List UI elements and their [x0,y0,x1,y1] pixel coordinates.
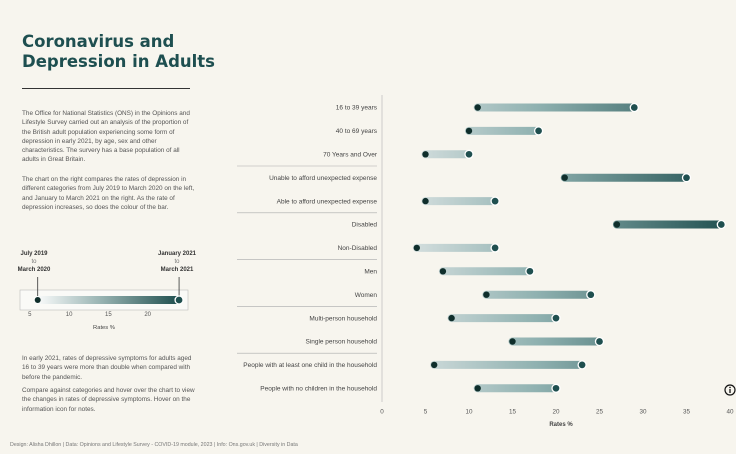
end-point [681,173,692,183]
start-point [422,151,429,158]
category-label: Unable to afford unexpected expense [269,175,377,182]
legend-tick-label: 5 [28,312,32,318]
end-point [577,360,587,370]
legend-start-to: to [31,259,37,265]
legend-end-line1: January 2021 [157,251,197,257]
start-point [431,361,438,369]
start-point [474,104,481,111]
x-tick-label: 25 [596,409,604,416]
start-point [413,244,420,252]
category-label: Able to afford unexpected expense [277,198,378,205]
x-tick-label: 10 [465,409,473,416]
x-tick-label: 5 [424,409,428,416]
legend-end-point [174,295,184,305]
x-tick-label: 20 [552,409,560,416]
start-point [509,338,516,345]
end-point [551,313,561,323]
category-label: Non-Disabled [338,245,378,252]
legend-end-label: January 2021 to March 2021 [150,250,204,274]
intro-paragraph-1: The Office for National Statistics (ONS)… [22,110,190,164]
start-point [613,221,621,228]
start-point [474,385,481,392]
start-point [483,291,490,298]
intro-paragraph-2: The chart on the right compares the rate… [22,176,195,211]
category-label: Disabled [352,222,378,229]
legend-start-line2: March 2020 [17,267,51,273]
legend-end-line2: March 2021 [160,267,194,273]
legend-tick-label: 20 [144,312,151,318]
start-point [465,127,473,135]
end-point [464,149,474,159]
end-point [533,126,544,136]
legend-start-line1: July 2019 [20,251,48,257]
legend-start-label: July 2019 to March 2020 [12,250,56,274]
end-point [586,290,596,300]
findings-paragraph-2: Compare against categories and hover ove… [22,387,195,413]
category-label: Women [355,292,378,299]
legend-end-to: to [174,259,180,265]
info-icon[interactable] [724,384,736,396]
start-point [448,314,455,322]
end-point [716,219,726,230]
page-title: Coronavirus and Depression in Adults [22,32,215,71]
legend-start-point [34,297,41,303]
x-axis-label: Rates % [549,422,573,428]
start-point [561,174,568,181]
end-point [629,102,639,113]
start-point [439,268,447,275]
x-tick-label: 30 [639,409,647,416]
category-label: 70 Years and Over [323,152,378,159]
findings-paragraph-1: In early 2021, rates of depressive sympt… [22,355,192,381]
x-tick-label: 35 [683,409,691,416]
category-label: 16 to 39 years [336,105,378,112]
category-label: People with at least one child in the ho… [243,362,377,369]
legend-tick-label: 15 [105,312,112,318]
category-label: Single person household [305,339,377,346]
category-label: Multi-person household [309,315,377,322]
category-label: 40 to 69 years [336,128,378,135]
x-tick-label: 40 [726,409,734,416]
end-point [490,196,500,206]
category-label: Men [364,269,377,276]
end-point [525,266,535,276]
end-point [594,336,605,347]
end-point [490,243,500,253]
x-tick-label: 15 [509,409,517,416]
footer-credit: Design: Alisha Dhillon | Data: Opinions … [10,442,298,448]
start-point [422,197,429,205]
end-point [551,383,561,393]
legend-axis-label: Rates % [93,325,115,331]
category-label: People with no children in the household [260,386,377,393]
x-tick-label: 0 [380,409,384,416]
title-divider [22,88,190,89]
legend-tick-label: 10 [66,312,73,318]
